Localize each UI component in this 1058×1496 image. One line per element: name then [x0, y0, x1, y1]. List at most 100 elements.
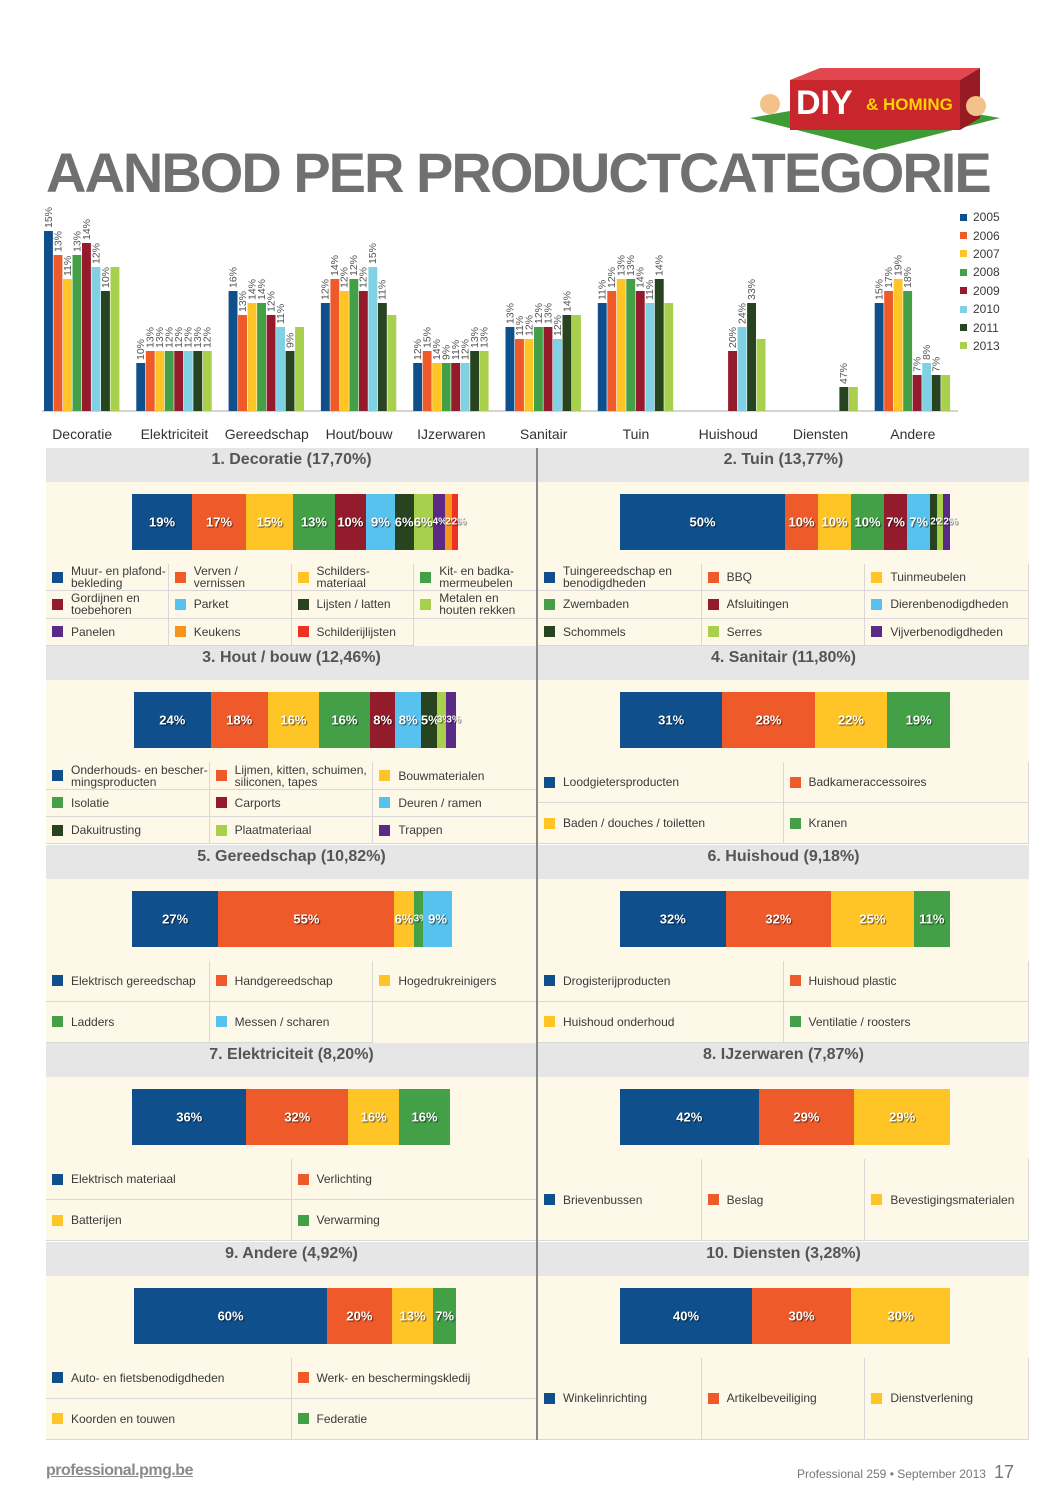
panel-legend-item: Vijverbenodigdheden: [865, 618, 1029, 646]
segment-label: 50%: [689, 514, 716, 530]
panel-2: 2. Tuin (13,77%)50%10%10%10%7%7%2%2%2%Tu…: [538, 448, 1029, 646]
bar-ijzerwaren-2005: [413, 363, 423, 411]
bar-decoratie-2005: [44, 231, 53, 411]
data-label: 12%: [523, 315, 535, 336]
bar-hout-bouw-2006: [330, 279, 340, 411]
bar-segment: 8%: [395, 692, 421, 749]
bar-gereedschap-2007: [247, 303, 257, 411]
legend-swatch: [960, 305, 967, 313]
panel-10: 10. Diensten (3,28%) 40% 30% 30% Winkelinric…: [538, 1241, 1029, 1440]
category-label: Huishoud: [699, 426, 758, 442]
bar-hout-bouw-2007: [339, 291, 349, 411]
main-bar-chart: 15%13%11%13%14%12%10%Decoratie10%13%13%1…: [42, 207, 958, 442]
panel-legend-item: Verven / vernissen: [168, 564, 292, 592]
bar-segment: 4%: [432, 494, 447, 550]
bar-decoratie-2010: [91, 267, 101, 411]
segment-label: 60%: [217, 1308, 244, 1324]
legend-label: Verwarming: [316, 1213, 380, 1228]
bar-segment: 2%: [451, 494, 466, 550]
segment-label: 6%: [413, 514, 433, 530]
panel-legend-item: Schommels: [538, 618, 702, 646]
stacked-bar: 27% 55% 6% 3% 9%: [132, 890, 452, 947]
panel-legend-item: Elektrisch gereedschap: [46, 960, 210, 1002]
legend-label: Huishoud onderhoud: [563, 1014, 675, 1029]
bar-segment: 10%: [851, 494, 884, 550]
legend-swatch: [52, 824, 63, 836]
data-label: 13%: [71, 231, 83, 252]
logo-figure-right: [966, 96, 986, 116]
bar-segment: 7%: [884, 494, 908, 550]
data-label: 13%: [192, 327, 204, 348]
data-label: 11%: [597, 280, 609, 300]
bar-diensten-2011: [839, 387, 849, 411]
data-label: 12%: [173, 327, 185, 348]
data-label: 18%: [902, 267, 914, 288]
segment-label: 42%: [676, 1109, 703, 1125]
chart-legend: 2005 2006 2007 2008 2009 2010 2011 2013: [960, 208, 1000, 355]
panel-6: 6. Huishoud (9,18%) 32% 32% 25% 11% Drogister…: [538, 844, 1029, 1043]
data-label: 12%: [265, 291, 277, 312]
bar-segment: 16%: [399, 1089, 450, 1146]
segment-label: 7%: [909, 514, 929, 530]
legend-swatch: [215, 824, 227, 836]
bar-sanitair-2013: [572, 315, 581, 411]
footer-site[interactable]: professional.pmg.be: [46, 1462, 193, 1479]
panel-title: 4. Sanitair (11,80%): [538, 646, 1029, 681]
panel-legend-item: Brievenbussen: [538, 1159, 702, 1242]
segment-label: 9%: [428, 911, 447, 927]
bar-ijzerwaren-2013: [479, 351, 489, 411]
segment-label: 16%: [360, 1109, 387, 1125]
stacked-bar-zone: 40% 30% 30%: [538, 1275, 1029, 1358]
bar-sanitair-2009: [543, 327, 553, 411]
legend-label: Bevestigingsmaterialen: [890, 1192, 1015, 1207]
bar-segment: 3%: [446, 692, 461, 749]
data-label: 11%: [514, 316, 526, 336]
legend-swatch: [52, 1173, 63, 1185]
legend-swatch: [215, 975, 227, 987]
segment-label: 10%: [821, 514, 848, 530]
legend-swatch: [52, 797, 63, 809]
bar-elektriciteit-2008: [164, 351, 174, 411]
panel-legend-item: Tuinmeubelen: [865, 564, 1029, 592]
data-label: 15%: [367, 243, 379, 264]
bar-segment: 13%: [293, 494, 335, 550]
data-label: 15%: [43, 207, 55, 228]
bar-segment: 55%: [218, 890, 395, 947]
legend-swatch: [544, 598, 555, 610]
panel-legend-item: Federatie: [291, 1398, 537, 1440]
legend-label: Elektrisch gereedschap: [71, 973, 196, 988]
category-label: Tuin: [623, 426, 650, 442]
legend-item: 2009: [960, 282, 1000, 300]
panel-legend: Drogisterijproducten Huishoud plastic Huis…: [538, 960, 1029, 1043]
bar-segment: 10%: [334, 494, 367, 550]
panel-legend-item: Beslag: [701, 1159, 866, 1242]
bar-segment: 16%: [348, 1089, 400, 1146]
bar-decoratie-2013: [110, 267, 120, 411]
segment-label: 11%: [919, 911, 945, 927]
category-label: Hout/bouw: [326, 426, 394, 442]
panel-legend-item: Zwembaden: [538, 591, 702, 619]
legend-swatch: [52, 571, 63, 583]
segment-label: 25%: [859, 911, 886, 927]
bar-gereedschap-2005: [228, 291, 238, 411]
panel-legend-item: Parket: [168, 591, 292, 619]
category-label: Sanitair: [520, 426, 568, 442]
panel-legend-item: Muur- en plafond-bekleding: [46, 564, 169, 592]
legend-label: Afsluitingen: [726, 597, 789, 612]
bar-segment: 9%: [366, 494, 395, 550]
legend-label: Werk- en beschermingskledij: [316, 1370, 471, 1385]
data-label: 14%: [431, 339, 443, 360]
legend-label: 2005: [973, 210, 1000, 225]
stacked-bar-zone: 36% 32% 16% 16%: [46, 1077, 537, 1160]
panel-legend-item: Schilderijlijsten: [291, 618, 415, 646]
panel-legend: Muur- en plafond-bekleding Verven / verni…: [46, 564, 537, 646]
legend-swatch: [52, 1372, 63, 1384]
panel-legend-item: Dienstverlening: [865, 1357, 1029, 1440]
bar-segment: 19%: [132, 494, 193, 550]
data-label: 15%: [873, 279, 885, 300]
category-label: IJzerwaren: [417, 426, 485, 442]
legend-swatch: [52, 770, 63, 782]
bar-andere-2006: [884, 291, 894, 411]
legend-swatch: [960, 324, 967, 332]
bar-andere-2008: [903, 291, 913, 411]
